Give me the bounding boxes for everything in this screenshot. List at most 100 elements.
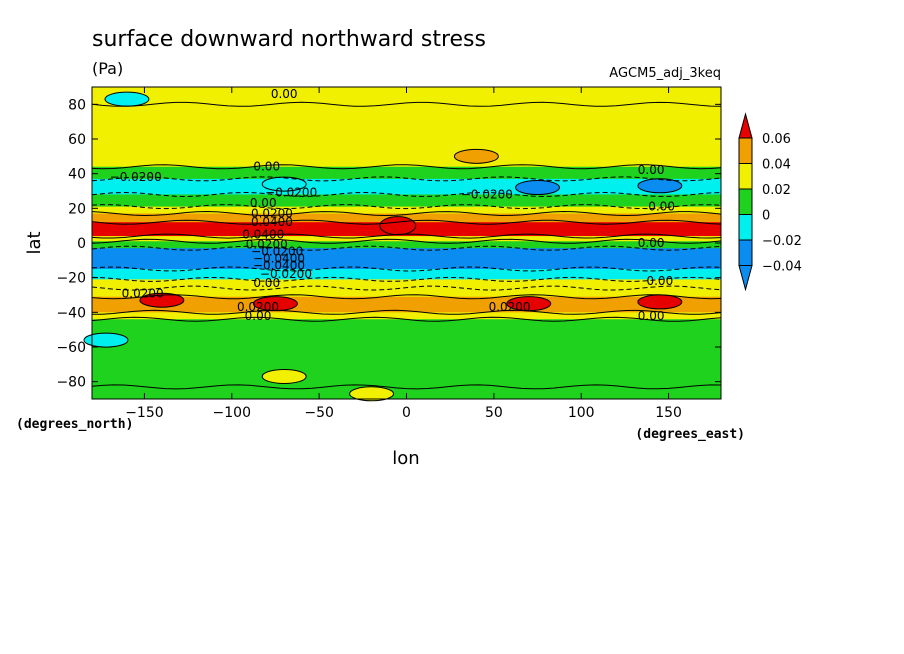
y-axis: −80 −60 −40 −20 0 20 40 60 80 [56, 97, 721, 391]
contour-line [91, 266, 722, 272]
colorbar-segment [738, 239, 753, 266]
colorbar-label: 0.02 [762, 183, 791, 198]
colorbar: 0.06 0.04 0.02 0 −0.02 −0.04 [738, 112, 802, 292]
contour-line [91, 191, 722, 198]
contour-line [91, 276, 722, 282]
feature-blob [261, 176, 307, 192]
contour-label: −0.0200 [265, 186, 317, 200]
contour-label: 0.00 [245, 309, 272, 323]
lat-band [92, 248, 721, 270]
contour-label: 0.0400 [242, 227, 284, 241]
contour-label: 0.00 [648, 200, 675, 214]
colorbar-label: 0.04 [762, 158, 791, 173]
feature-blob [515, 180, 561, 196]
dataset-label: AGCM5_adj_3keq [609, 66, 721, 81]
colorbar-segment [738, 214, 753, 241]
lat-band [92, 241, 721, 249]
colorbar-label: −0.04 [762, 260, 802, 275]
colorbar-label: 0.06 [762, 132, 791, 147]
contour-line [91, 316, 722, 322]
chart-title: surface downward northward stress [92, 27, 486, 52]
x-tick-label: 50 [485, 405, 503, 421]
y-axis-units: (degrees_north) [16, 417, 133, 432]
lat-band [92, 269, 721, 280]
lat-band [92, 104, 721, 168]
feature-blob [261, 368, 307, 384]
contour-label: 0.0200 [122, 286, 164, 300]
contour-line [91, 204, 722, 210]
contour-label: −0.0200 [461, 187, 513, 201]
lat-band [92, 296, 721, 313]
contour-line [91, 101, 722, 107]
colorbar-segment [738, 188, 753, 215]
contour-label: 0.00 [253, 160, 280, 174]
lat-band [92, 319, 721, 388]
x-tick-label: 0 [402, 405, 411, 421]
y-tick-label: 60 [68, 132, 86, 148]
colorbar-label: −0.02 [762, 234, 802, 249]
lat-band [92, 312, 721, 320]
contour-label: 0.0400 [251, 215, 293, 229]
feature-blob [637, 178, 683, 194]
contour-label: 0.0200 [246, 238, 288, 252]
lat-band [92, 166, 721, 180]
lat-band [92, 236, 721, 242]
feature-blob [379, 216, 417, 236]
x-axis-label: lon [392, 448, 419, 469]
colorbar-segment [738, 163, 753, 190]
feature-blob [83, 332, 129, 348]
y-tick-label: −20 [56, 271, 86, 287]
feature-blob [139, 292, 185, 308]
contour-label: −0.0200 [251, 245, 303, 259]
colorbar-label: 0 [762, 209, 770, 224]
plot-contours [91, 101, 722, 390]
contour-line [91, 233, 722, 239]
lat-band [92, 87, 721, 105]
contour-line [91, 384, 722, 390]
contour-label: −0.0400 [253, 252, 305, 266]
lat-band [92, 279, 721, 289]
x-tick-label: −100 [213, 405, 251, 421]
units-label: (Pa) [92, 59, 123, 78]
contour-label: −0.0200 [260, 267, 312, 281]
contour-label: −0.0400 [253, 259, 305, 273]
y-tick-label: −80 [56, 375, 86, 391]
contour-label: 0.00 [250, 196, 277, 210]
contour-label: 0.00 [646, 274, 673, 288]
contour-line [91, 309, 722, 315]
x-axis: −150 −100 −50 0 50 100 150 [125, 87, 682, 421]
contour-label: 0.00 [638, 236, 665, 250]
y-tick-label: 40 [68, 167, 86, 183]
feature-blob [104, 91, 150, 107]
contour-label: 0.0200 [489, 300, 531, 314]
x-axis-units: (degrees_east) [635, 427, 745, 442]
contour-label: 0.0200 [237, 300, 279, 314]
x-tick-label: −150 [125, 405, 163, 421]
contour-line [91, 245, 722, 251]
y-tick-label: −40 [56, 305, 86, 321]
y-tick-label: 80 [68, 97, 86, 113]
contour-label: 0.0200 [251, 207, 293, 221]
plot-contour-labels: 0.00−0.02000.00−0.02000.000.02000.04000.… [110, 87, 675, 323]
contour-line [91, 176, 722, 182]
y-axis-label: lat [24, 231, 45, 254]
contour-line [91, 164, 722, 170]
y-tick-label: 20 [68, 201, 86, 217]
contour-line [91, 285, 722, 291]
x-tick-label: 150 [655, 405, 682, 421]
lat-band [92, 206, 721, 215]
contour-line [91, 219, 722, 225]
feature-blob [453, 148, 499, 164]
contour-label: 0.00 [253, 276, 280, 290]
colorbar-extend-top [738, 112, 753, 139]
feature-blob [637, 294, 683, 310]
feature-blob [349, 386, 395, 402]
contour-label: −0.0200 [110, 170, 162, 184]
colorbar-segment [738, 137, 753, 164]
x-tick-label: 100 [568, 405, 595, 421]
colorbar-extend-bottom [738, 265, 753, 292]
y-tick-label: 0 [77, 236, 86, 252]
contour-label: 0.00 [638, 163, 665, 177]
lat-band [92, 178, 721, 195]
